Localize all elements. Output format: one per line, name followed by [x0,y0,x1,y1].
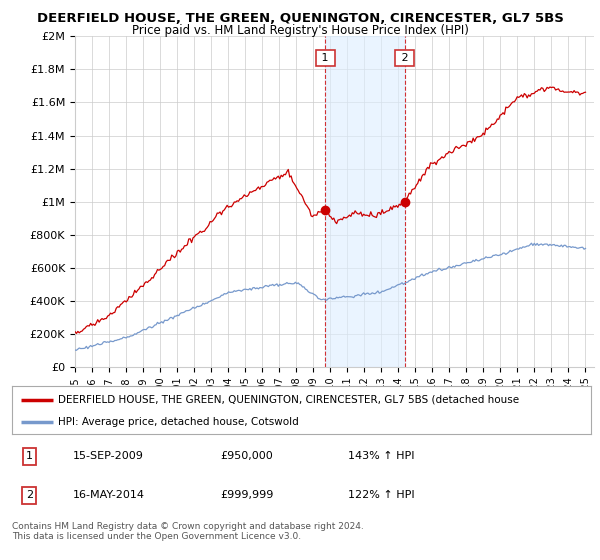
Bar [325,36,404,367]
Text: 15-SEP-2009: 15-SEP-2009 [73,451,143,461]
Text: Contains HM Land Registry data © Crown copyright and database right 2024.
This d: Contains HM Land Registry data © Crown c… [12,522,364,542]
Text: 1: 1 [26,451,33,461]
Text: 2: 2 [398,53,412,63]
Text: 122% ↑ HPI: 122% ↑ HPI [348,490,415,500]
Text: 16-MAY-2014: 16-MAY-2014 [73,490,145,500]
Text: HPI: Average price, detached house, Cotswold: HPI: Average price, detached house, Cots… [58,417,299,427]
Text: 143% ↑ HPI: 143% ↑ HPI [348,451,415,461]
Text: DEERFIELD HOUSE, THE GREEN, QUENINGTON, CIRENCESTER, GL7 5BS (detached house: DEERFIELD HOUSE, THE GREEN, QUENINGTON, … [58,395,520,405]
Text: 1: 1 [319,53,332,63]
Text: DEERFIELD HOUSE, THE GREEN, QUENINGTON, CIRENCESTER, GL7 5BS: DEERFIELD HOUSE, THE GREEN, QUENINGTON, … [37,12,563,25]
Text: Price paid vs. HM Land Registry's House Price Index (HPI): Price paid vs. HM Land Registry's House … [131,24,469,36]
Text: £999,999: £999,999 [220,490,274,500]
Text: 2: 2 [26,490,33,500]
Text: £950,000: £950,000 [220,451,273,461]
